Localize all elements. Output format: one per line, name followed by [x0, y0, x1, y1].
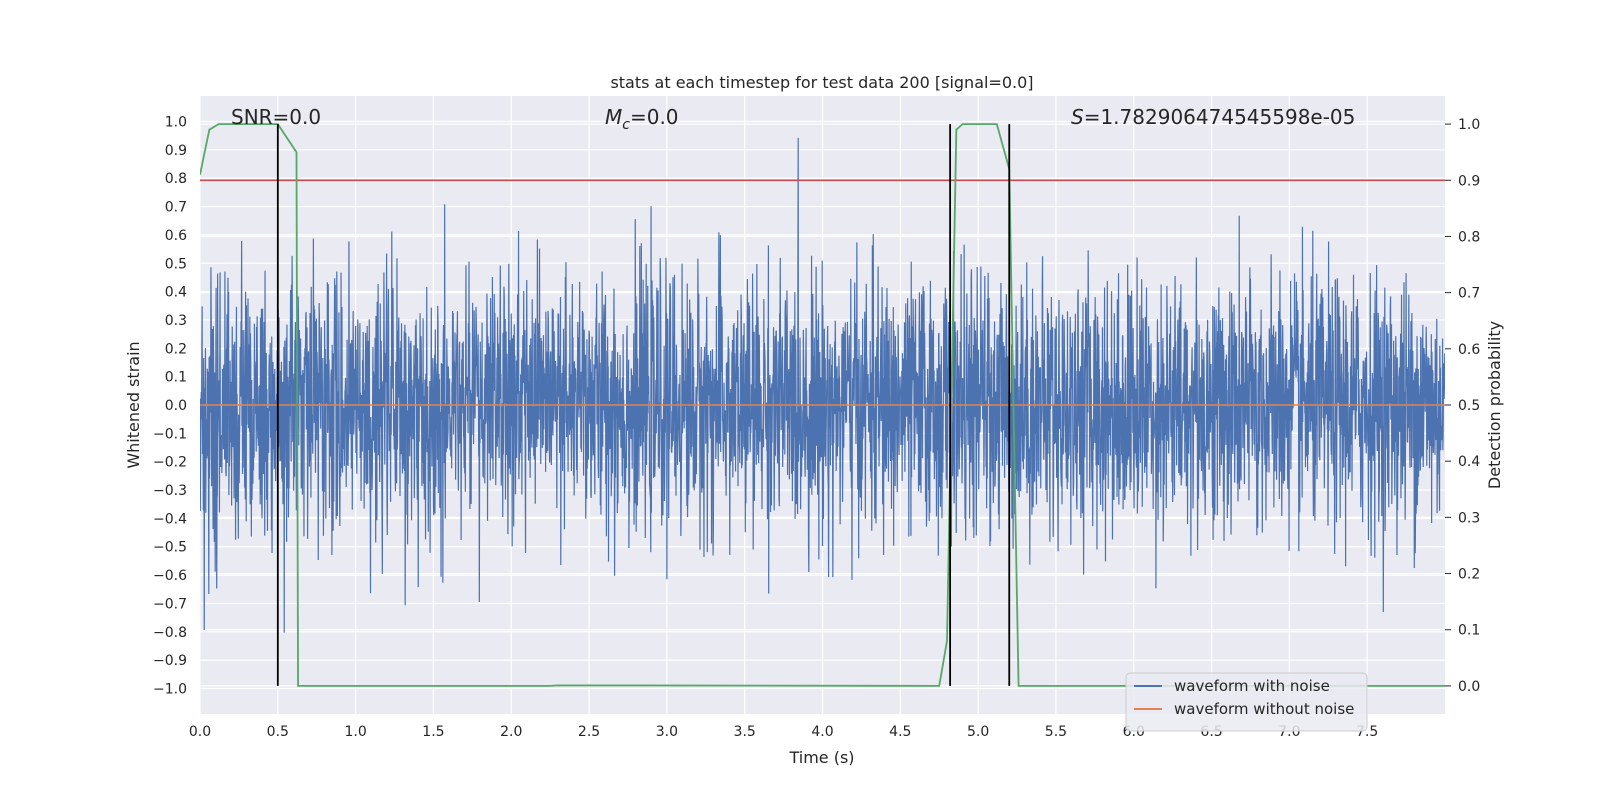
y-tick-label: 0.3 — [165, 313, 187, 329]
y-tick-label: 0.2 — [165, 341, 187, 357]
y-tick-label: 0.5 — [165, 256, 187, 272]
y-tick-label: 0.1 — [165, 370, 187, 386]
chart-title: stats at each timestep for test data 200… — [610, 73, 1033, 92]
y-axis-label: Whitened strain — [124, 341, 143, 468]
y2-tick-label: 0.2 — [1458, 567, 1480, 583]
y-tick-label: 0.7 — [165, 200, 187, 216]
x-tick-label: 3.0 — [656, 724, 678, 740]
y-tick-label: 0.8 — [165, 171, 187, 187]
y2-tick-label: 0.0 — [1458, 679, 1480, 695]
y-axis-ticks: 1.0 0.9 0.8 0.7 0.6 0.5 0.4 0.3 0.2 0.1 0.0 −0.1 −0.… — [153, 115, 187, 698]
x-tick-label: 3.5 — [734, 724, 756, 740]
series-line-with-noise — [200, 137, 1445, 633]
legend-box — [1125, 672, 1368, 732]
x-axis-label: Time (s) — [788, 748, 854, 767]
x-tick-label: 1.5 — [422, 724, 444, 740]
y-tick-label: −0.8 — [153, 625, 187, 641]
x-tick-label: 4.5 — [889, 724, 911, 740]
y2-tick-label: 0.5 — [1458, 398, 1480, 414]
x-tick-label: 4.0 — [811, 724, 833, 740]
y2-tick-label: 0.1 — [1458, 623, 1480, 639]
y-tick-label: 0.4 — [165, 285, 187, 301]
x-tick-label: 0.5 — [267, 724, 289, 740]
significance-annotation: S=1.782906474545598e-05 — [1071, 105, 1355, 129]
x-tick-label: 5.5 — [1045, 724, 1067, 740]
y-tick-label: −0.1 — [153, 426, 187, 442]
series-layer — [200, 123, 1445, 687]
y-tick-label: −0.7 — [153, 596, 187, 612]
y-tick-label: −0.3 — [153, 483, 187, 499]
y2-tick-label: 0.3 — [1458, 510, 1480, 526]
y2-axis-label: Detection probability — [1485, 321, 1504, 489]
x-tick-label: 2.5 — [578, 724, 600, 740]
legend-label-clean: waveform without noise — [1174, 700, 1354, 718]
y-tick-label: −1.0 — [153, 681, 187, 697]
y-tick-label: 0.6 — [165, 228, 187, 244]
y-tick-label: −0.4 — [153, 511, 187, 527]
x-tick-label: 1.0 — [344, 724, 366, 740]
snr-annotation: SNR=0.0 — [231, 105, 321, 129]
y-tick-label: −0.2 — [153, 455, 187, 471]
x-tick-label: 0.0 — [189, 724, 211, 740]
y-tick-label: −0.9 — [153, 653, 187, 669]
y-tick-label: 0.9 — [165, 143, 187, 159]
y2-tick-label: 0.6 — [1458, 342, 1480, 358]
y-tick-label: −0.6 — [153, 568, 187, 584]
mc-subscript: c — [622, 117, 630, 133]
y-tick-label: 1.0 — [165, 115, 187, 131]
series-line-detection-probability — [200, 123, 1445, 687]
x-tick-label: 2.0 — [500, 724, 522, 740]
s-value: =1.782906474545598e-05 — [1084, 105, 1356, 129]
s-symbol: S — [1071, 105, 1084, 129]
mc-symbol: M — [605, 105, 622, 129]
mc-value: =0.0 — [630, 105, 679, 129]
y2-tick-label: 1.0 — [1458, 117, 1480, 133]
x-tick-label: 5.0 — [967, 724, 989, 740]
chirp-mass-annotation: Mc=0.0 — [605, 105, 679, 133]
plot-area — [200, 123, 1445, 687]
y2-axis-ticks: 1.0 0.9 0.8 0.7 0.6 0.5 0.4 0.3 0.2 0.1 0.0 — [1445, 117, 1480, 695]
legend: waveform with noise waveform without noi… — [1125, 672, 1368, 732]
legend-label-noise: waveform with noise — [1174, 677, 1330, 695]
y2-tick-label: 0.7 — [1458, 286, 1480, 302]
y2-tick-label: 0.9 — [1458, 173, 1480, 189]
y2-tick-label: 0.4 — [1458, 454, 1480, 470]
y-tick-label: 0.0 — [165, 398, 187, 414]
y2-tick-label: 0.8 — [1458, 229, 1480, 245]
y-tick-label: −0.5 — [153, 540, 187, 556]
